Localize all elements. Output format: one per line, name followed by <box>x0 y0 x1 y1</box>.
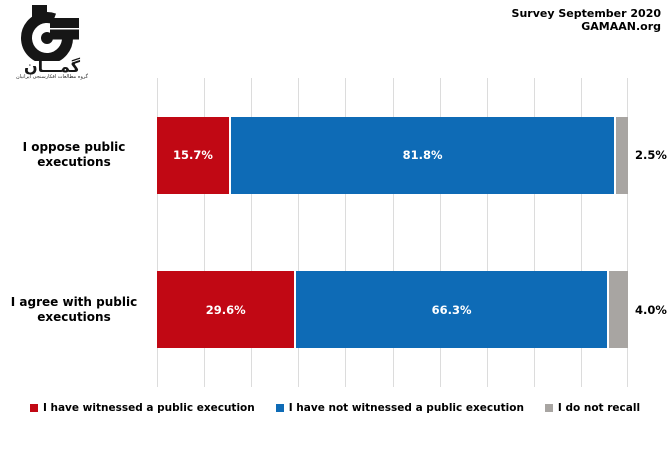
gridline-10 <box>204 78 206 387</box>
gridline-20 <box>251 78 253 387</box>
gamaan-tagline: گروه مطالعات افکارسنجی ایرانیان <box>15 74 88 80</box>
legend-swatch-witnessed <box>29 404 38 412</box>
value-label-not-witnessed: 66.3% <box>431 302 472 317</box>
value-label-not-witnessed: 81.8% <box>402 148 443 163</box>
survey-date-label: Survey September 2020 <box>511 7 661 20</box>
legend-item-not-witnessed: I have not witnessed a public execution <box>275 402 524 414</box>
bar-segment-witnessed: 29.6% <box>157 271 295 349</box>
bar-segment-do-not-recall <box>608 271 628 349</box>
value-label-witnessed: 15.7% <box>173 148 213 163</box>
category-label-1: I agree with public executions <box>10 294 138 324</box>
legend-label-do-not-recall: I do not recall <box>557 402 641 414</box>
bar-row-0: 15.7% 81.8% <box>157 116 628 194</box>
gridline-70 <box>486 78 488 387</box>
legend-item-witnessed: I have witnessed a public execution <box>29 402 255 414</box>
gridline-40 <box>345 78 347 387</box>
value-label-do-not-recall-outside: 4.0% <box>635 302 667 317</box>
gridline-100 <box>627 78 628 387</box>
gridline-80 <box>533 78 535 387</box>
bar-segment-do-not-recall <box>616 116 628 194</box>
bar-segment-witnessed: 15.7% <box>157 116 229 194</box>
bar-segment-not-witnessed: 66.3% <box>296 271 607 349</box>
gridline-90 <box>580 78 582 387</box>
legend-swatch-not-witnessed <box>275 404 284 412</box>
gridline-60 <box>439 78 441 387</box>
bar-segment-not-witnessed: 81.8% <box>230 116 615 194</box>
plot-area: 2.5% 15.7% 81.8% 4.0% 29.6% 66.3% <box>157 78 667 387</box>
gridline-30 <box>298 78 300 387</box>
legend-swatch-do-not-recall <box>544 404 553 412</box>
gridline-50 <box>392 78 394 387</box>
value-label-witnessed: 29.6% <box>205 302 246 317</box>
bar-row-1: 29.6% 66.3% <box>157 271 628 349</box>
value-label-do-not-recall-outside: 2.5% <box>635 148 667 163</box>
gamaan-wordmark: گمـــان <box>23 57 81 76</box>
header-source: Survey September 2020 GAMAAN.org <box>512 7 661 33</box>
legend: I have witnessed a public execution I hav… <box>0 402 670 414</box>
legend-label-not-witnessed: I have not witnessed a public execution <box>288 402 524 414</box>
gamaan-org-label: GAMAAN.org <box>581 20 661 33</box>
gamaan-logo-icon <box>21 5 79 61</box>
legend-label-witnessed: I have witnessed a public execution <box>42 402 255 414</box>
gamaan-logo: گمـــان گروه مطالعات افکارسنجی ایرانیان <box>12 5 92 80</box>
gridline-0 <box>157 78 158 387</box>
legend-item-do-not-recall: I do not recall <box>544 402 641 414</box>
category-label-0: I oppose public executions <box>22 140 126 170</box>
